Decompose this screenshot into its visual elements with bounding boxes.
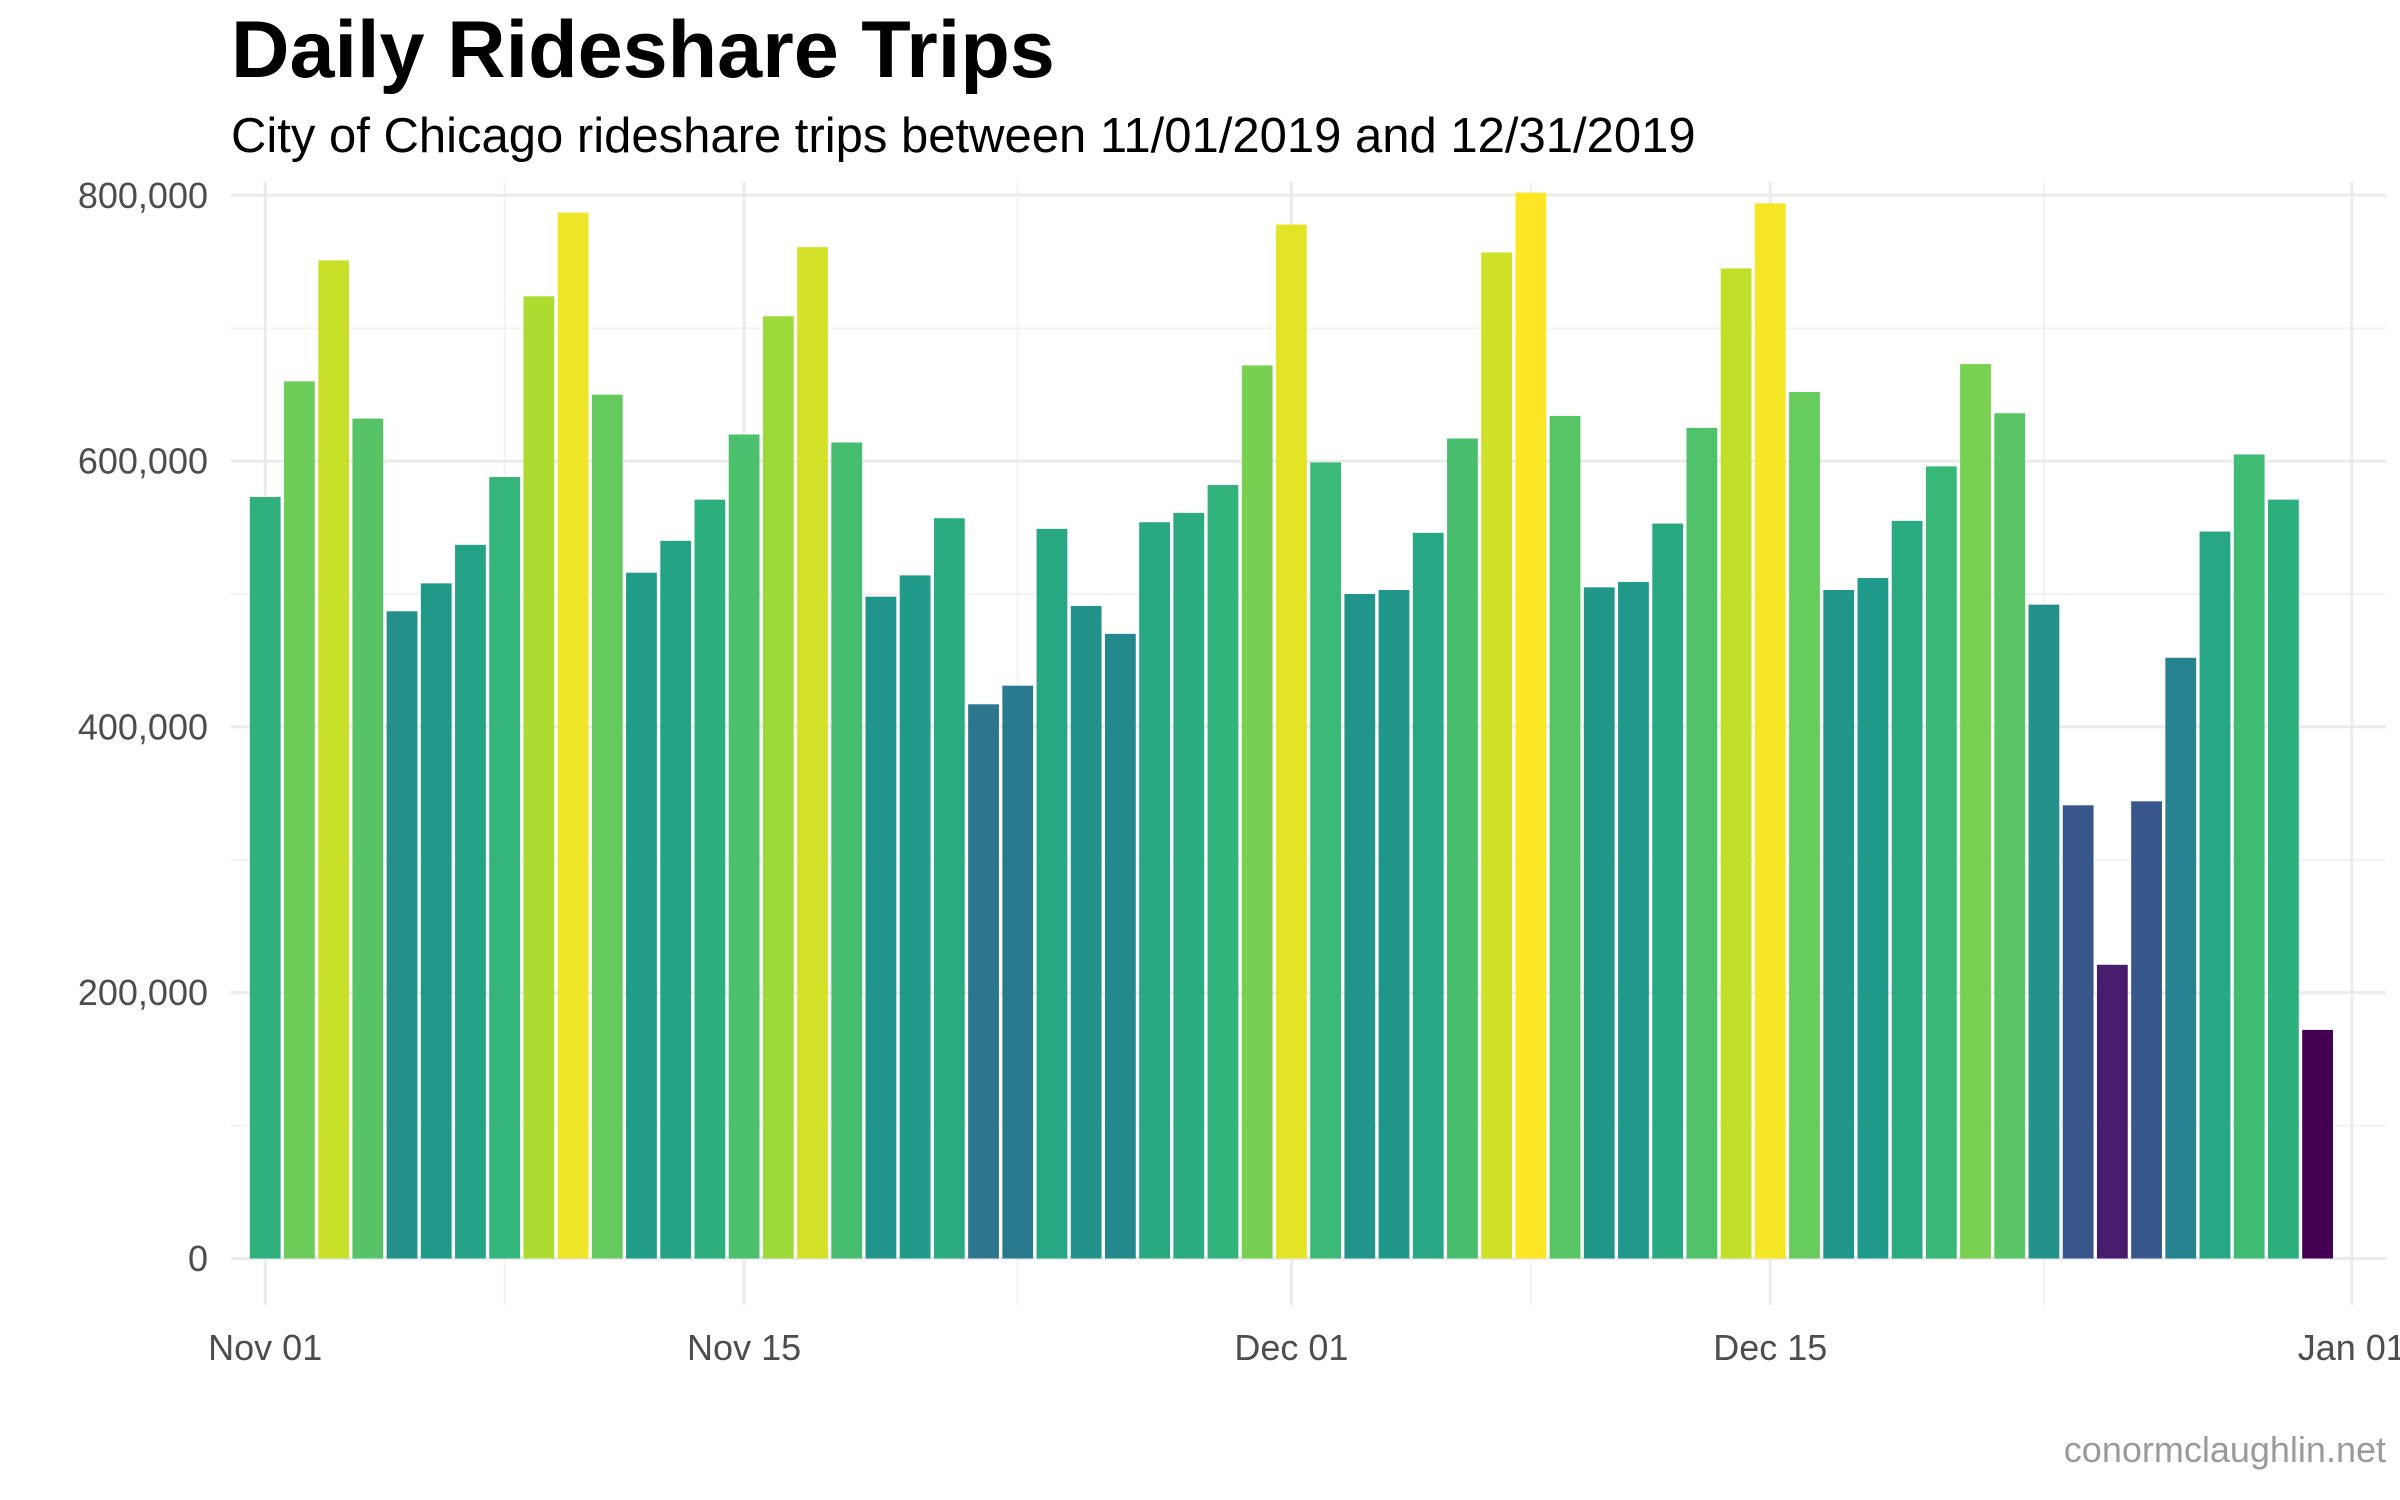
bar [386,611,418,1259]
bar [1036,528,1068,1259]
bar [2131,801,2162,1259]
bar [420,583,452,1259]
chart-title: Daily Rideshare Trips [231,5,1055,95]
bar [2302,1029,2333,1259]
bar [1618,582,1649,1259]
bar [318,260,350,1259]
y-tick-label: 600,000 [78,441,208,482]
bar [1412,532,1444,1259]
bar [1652,523,1684,1259]
bar [1583,587,1615,1259]
bar [797,247,828,1259]
bar [694,499,726,1259]
bars [249,192,2333,1259]
bar [1857,578,1889,1259]
bar [1686,427,1718,1259]
x-tick-label: Nov 15 [687,1327,801,1368]
bar [1002,685,1034,1259]
bar [660,540,692,1259]
bar [1241,365,1273,1259]
bar [2165,657,2197,1259]
x-tick-label: Dec 15 [1713,1327,1827,1368]
bar [1378,590,1410,1259]
bar [1139,522,1170,1259]
bar [489,477,521,1259]
bar [2096,964,2128,1259]
bar [1823,590,1855,1259]
bar [2233,454,2265,1259]
bar [1173,512,1205,1259]
bar [933,518,965,1259]
bar [1344,593,1376,1259]
x-axis: Nov 01 Nov 15 Dec 01 Dec 15 Jan 01 [208,1327,2400,1368]
bar [1754,203,1786,1259]
bar [831,442,863,1259]
bar [1549,415,1581,1259]
bar [2199,531,2231,1259]
bar [591,394,623,1259]
y-tick-label: 0 [188,1238,208,1279]
bar [1789,391,1820,1259]
bar [1515,192,1547,1259]
bar [352,418,384,1259]
bar [1276,224,1307,1259]
bar [899,575,931,1259]
bar [1207,485,1239,1259]
bar [1925,466,1957,1259]
bar [1104,633,1136,1259]
bar [1891,520,1923,1259]
bar [2062,805,2094,1259]
y-axis: 0 200,000 400,000 600,000 800,000 [78,175,208,1279]
bar [1481,252,1513,1259]
chart-subtitle: City of Chicago rideshare trips between … [231,109,1696,163]
bar [1960,364,1991,1259]
bar [557,212,589,1259]
bar [1720,268,1752,1259]
bar [2267,499,2299,1259]
bar [1070,605,1102,1259]
y-tick-label: 800,000 [78,175,208,216]
bar [626,572,657,1259]
bar [728,434,760,1259]
bar [1447,438,1478,1259]
bar [968,704,999,1259]
x-tick-label: Dec 01 [1234,1327,1348,1368]
bar [865,596,897,1259]
bar [762,316,794,1259]
bar [455,544,486,1259]
chart-caption: conormclaughlin.net [2063,1429,2386,1470]
bar [1310,462,1341,1259]
y-tick-label: 400,000 [78,706,208,747]
bar [249,496,281,1259]
bar [1994,413,2026,1259]
bar [523,296,555,1259]
x-tick-label: Jan 01 [2298,1327,2400,1368]
x-tick-label: Nov 01 [208,1327,322,1368]
y-tick-label: 200,000 [78,972,208,1013]
bar [2028,604,2060,1259]
bar [284,381,315,1259]
